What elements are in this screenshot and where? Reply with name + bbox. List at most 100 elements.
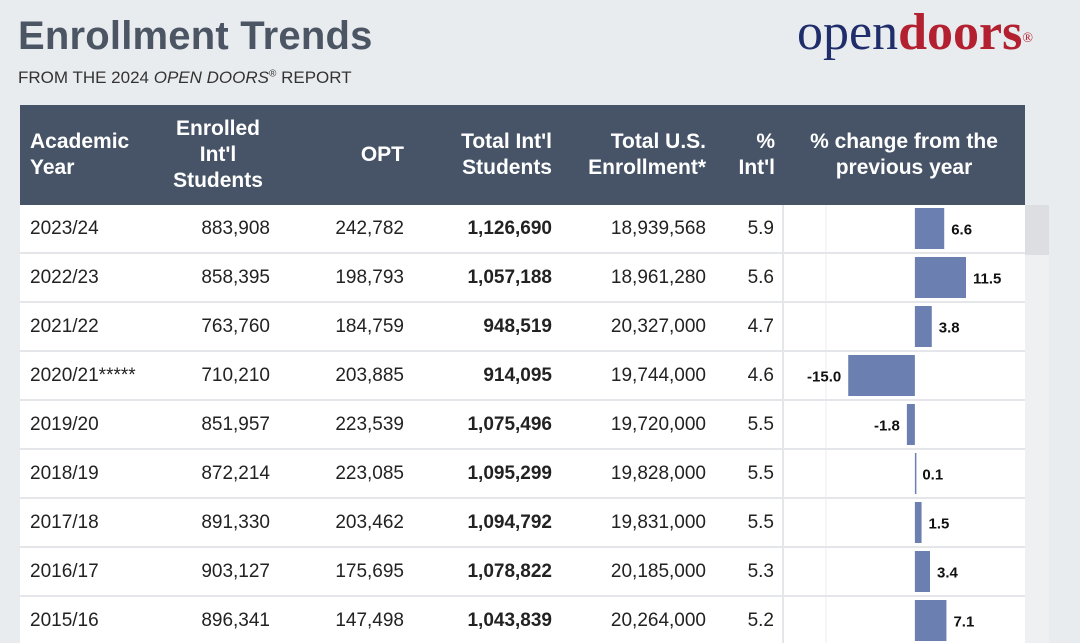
enrollment-table-container: Academic Year Enrolled Int'l Students OP… bbox=[20, 105, 1025, 643]
cell-academic-year: 2023/24 bbox=[20, 205, 158, 254]
cell-total-us: 20,185,000 bbox=[560, 547, 714, 597]
subtitle-registered-mark: ® bbox=[268, 68, 277, 80]
cell-opt: 242,782 bbox=[278, 205, 412, 254]
change-value-label: 0.1 bbox=[922, 467, 943, 484]
cell-pct-intl: 4.6 bbox=[714, 351, 783, 401]
cell-total-intl: 1,078,822 bbox=[412, 547, 560, 597]
change-bar-chart: 3.8 bbox=[825, 303, 960, 350]
col-header-enrolled: Enrolled Int'l Students bbox=[158, 105, 278, 205]
table-header-row: Academic Year Enrolled Int'l Students OP… bbox=[20, 105, 1025, 205]
cell-academic-year: 2018/19 bbox=[20, 449, 158, 499]
change-value-label: 7.1 bbox=[953, 614, 974, 631]
cell-academic-year: 2017/18 bbox=[20, 498, 158, 548]
cell-pct-change: 7.1 bbox=[782, 596, 1025, 643]
cell-pct-intl: 5.2 bbox=[714, 596, 783, 643]
change-bar-chart: 3.4 bbox=[825, 548, 959, 595]
table-row: 2015/16 896,341 147,498 1,043,839 20,264,000… bbox=[20, 596, 1025, 643]
change-value-label: 6.6 bbox=[951, 222, 972, 239]
change-bar-chart: -15.0 bbox=[807, 352, 915, 399]
cell-pct-change: -15.0 bbox=[782, 351, 1025, 401]
cell-academic-year: 2022/23 bbox=[20, 253, 158, 303]
cell-pct-change: 0.1 bbox=[782, 449, 1025, 499]
change-bar bbox=[914, 551, 930, 592]
change-bar-chart: 6.6 bbox=[825, 205, 972, 252]
cell-total-intl: 1,075,496 bbox=[412, 400, 560, 450]
table-row: 2019/20 851,957 223,539 1,075,496 19,720,000… bbox=[20, 400, 1025, 450]
cell-pct-intl: 5.6 bbox=[714, 253, 783, 303]
cell-opt: 203,462 bbox=[278, 498, 412, 548]
table-row: 2022/23 858,395 198,793 1,057,188 18,961,280… bbox=[20, 253, 1025, 303]
scrollbar-thumb[interactable] bbox=[1025, 205, 1049, 255]
table-row: 2016/17 903,127 175,695 1,078,822 20,185,000… bbox=[20, 547, 1025, 597]
subtitle-prefix: FROM THE 2024 bbox=[18, 68, 154, 87]
change-bar-chart: 11.5 bbox=[825, 254, 1001, 301]
table-row: 2021/22 763,760 184,759 948,519 20,327,000 4.… bbox=[20, 302, 1025, 352]
col-header-academic-year: Academic Year bbox=[20, 105, 158, 205]
cell-enrolled: 851,957 bbox=[158, 400, 278, 450]
change-bar-chart: 1.5 bbox=[825, 499, 950, 546]
change-value-label: -15.0 bbox=[807, 369, 841, 386]
cell-opt: 223,085 bbox=[278, 449, 412, 499]
cell-enrolled: 903,127 bbox=[158, 547, 278, 597]
cell-pct-change: 3.8 bbox=[782, 302, 1025, 352]
change-value-label: 3.4 bbox=[937, 565, 959, 582]
cell-pct-change: 1.5 bbox=[782, 498, 1025, 548]
change-bar-chart: 7.1 bbox=[825, 597, 974, 643]
logo-registered-mark: ® bbox=[1022, 31, 1033, 46]
col-header-pct-intl: % Int'l bbox=[714, 105, 783, 205]
change-value-label: 11.5 bbox=[973, 271, 1001, 288]
subtitle-report-name: OPEN DOORS bbox=[153, 68, 269, 87]
change-bar bbox=[914, 306, 932, 347]
cell-total-us: 19,720,000 bbox=[560, 400, 714, 450]
cell-pct-intl: 5.5 bbox=[714, 449, 783, 499]
col-header-total-us: Total U.S. Enrollment* bbox=[560, 105, 714, 205]
cell-enrolled: 763,760 bbox=[158, 302, 278, 352]
table-row: 2018/19 872,214 223,085 1,095,299 19,828,000… bbox=[20, 449, 1025, 499]
cell-pct-intl: 5.5 bbox=[714, 498, 783, 548]
change-bar-chart: 0.1 bbox=[825, 450, 943, 497]
cell-academic-year: 2015/16 bbox=[20, 596, 158, 643]
cell-academic-year: 2016/17 bbox=[20, 547, 158, 597]
col-header-total-intl: Total Int'l Students bbox=[412, 105, 560, 205]
cell-total-intl: 1,126,690 bbox=[412, 205, 560, 254]
cell-total-intl: 948,519 bbox=[412, 302, 560, 352]
opendoors-logo: opendoors® bbox=[797, 2, 1033, 64]
table-row: 2017/18 891,330 203,462 1,094,792 19,831,000… bbox=[20, 498, 1025, 548]
table-row: 2020/21***** 710,210 203,885 914,095 19,744,… bbox=[20, 351, 1025, 401]
logo-doors-text: doors bbox=[898, 4, 1023, 61]
cell-academic-year: 2021/22 bbox=[20, 302, 158, 352]
cell-opt: 184,759 bbox=[278, 302, 412, 352]
cell-total-us: 20,327,000 bbox=[560, 302, 714, 352]
change-bar bbox=[914, 453, 917, 494]
cell-opt: 203,885 bbox=[278, 351, 412, 401]
page-title: Enrollment Trends bbox=[18, 14, 373, 58]
cell-pct-intl: 5.9 bbox=[714, 205, 783, 254]
cell-enrolled: 891,330 bbox=[158, 498, 278, 548]
change-value-label: -1.8 bbox=[874, 418, 900, 435]
cell-total-us: 20,264,000 bbox=[560, 596, 714, 643]
logo-open-text: open bbox=[797, 4, 899, 61]
scrollbar-track[interactable] bbox=[1025, 205, 1049, 643]
change-value-label: 1.5 bbox=[929, 516, 950, 533]
cell-academic-year: 2019/20 bbox=[20, 400, 158, 450]
cell-enrolled: 883,908 bbox=[158, 205, 278, 254]
cell-pct-change: -1.8 bbox=[782, 400, 1025, 450]
cell-total-intl: 1,057,188 bbox=[412, 253, 560, 303]
change-bar bbox=[848, 355, 915, 396]
cell-academic-year: 2020/21***** bbox=[20, 351, 158, 401]
cell-total-us: 19,828,000 bbox=[560, 449, 714, 499]
col-header-pct-change: % change from the previous year bbox=[783, 105, 1025, 205]
change-bar bbox=[914, 208, 945, 249]
change-value-label: 3.8 bbox=[939, 320, 960, 337]
cell-pct-change: 3.4 bbox=[782, 547, 1025, 597]
cell-total-us: 18,939,568 bbox=[560, 205, 714, 254]
cell-enrolled: 872,214 bbox=[158, 449, 278, 499]
cell-pct-intl: 5.5 bbox=[714, 400, 783, 450]
cell-total-intl: 1,094,792 bbox=[412, 498, 560, 548]
cell-opt: 223,539 bbox=[278, 400, 412, 450]
cell-enrolled: 896,341 bbox=[158, 596, 278, 643]
cell-pct-change: 11.5 bbox=[782, 253, 1025, 303]
cell-total-us: 18,961,280 bbox=[560, 253, 714, 303]
cell-total-intl: 914,095 bbox=[412, 351, 560, 401]
cell-opt: 147,498 bbox=[278, 596, 412, 643]
